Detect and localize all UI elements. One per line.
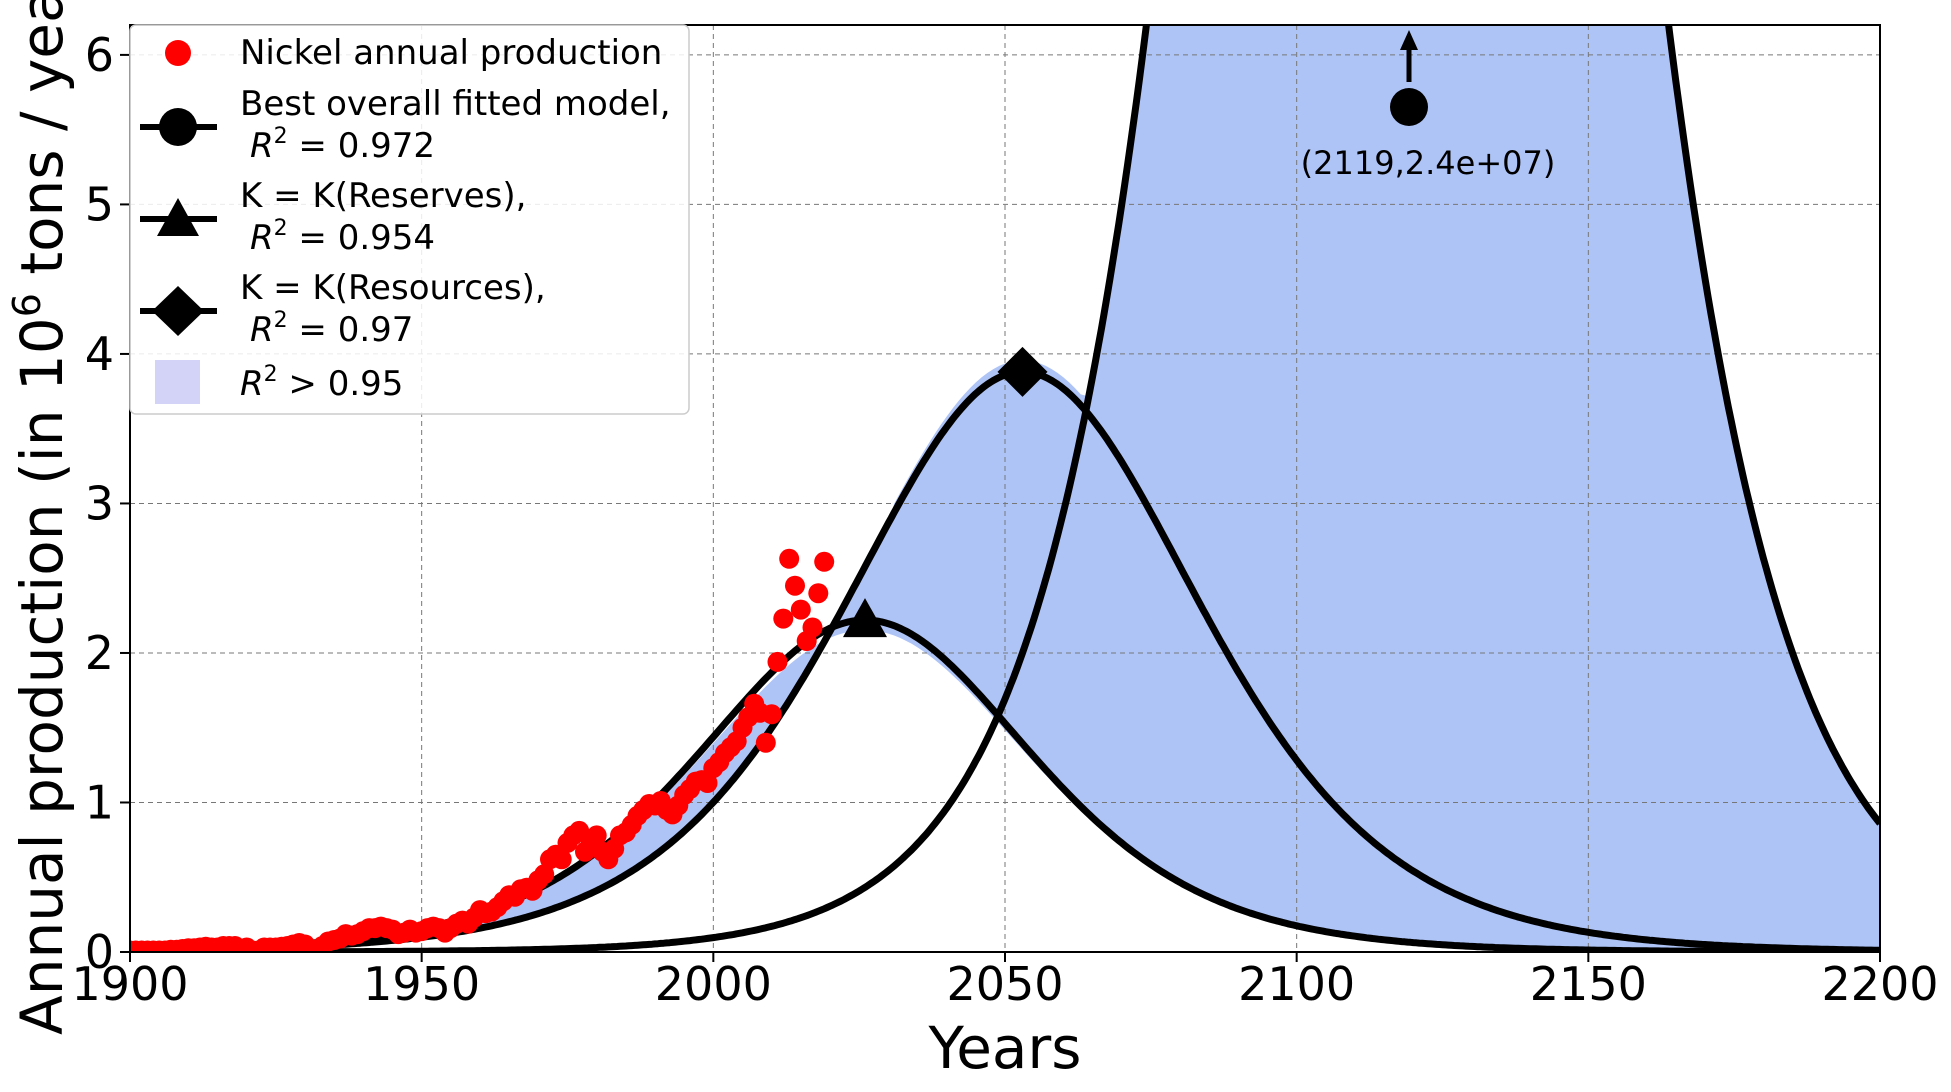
legend-marker-resources [152, 286, 204, 336]
x-tick-label: 2100 [1238, 957, 1355, 1011]
x-tick-label: 2050 [946, 957, 1063, 1011]
annotation-peak-marker [1390, 88, 1428, 126]
peak-marker-reserves [843, 598, 887, 638]
x-axis-title: Years [927, 1014, 1081, 1082]
y-tick-label: 0 [85, 925, 114, 979]
data-point-production [814, 551, 835, 572]
y-axis-title: Annual production (in 106 tons / year) [5, 0, 76, 1035]
y-tick-label: 5 [85, 177, 114, 231]
data-point-production [761, 704, 782, 725]
x-tick-label: 2200 [1821, 957, 1938, 1011]
legend-box [129, 24, 690, 415]
legend-r2-reserves: R2 = 0.954 [250, 216, 435, 258]
y-tick-label: 6 [85, 28, 114, 82]
data-point-production [767, 651, 788, 672]
y-tick-label: 3 [85, 476, 114, 530]
legend-label-band: R2 > 0.95 [240, 362, 403, 404]
data-point-production [773, 608, 794, 629]
peak-marker-resources [997, 346, 1048, 397]
data-point-production [779, 548, 800, 569]
legend-label-resources: K = K(Resources), [240, 268, 546, 308]
data-point-production [534, 864, 555, 885]
legend-label-production: Nickel annual production [240, 33, 662, 73]
data-point-production [551, 849, 572, 870]
peak-annotation: (2119,2.4e+07) [1301, 30, 1556, 182]
annotation-label: (2119,2.4e+07) [1301, 144, 1556, 182]
x-tick-label: 1900 [71, 957, 188, 1011]
peak-marker-layer [843, 346, 1048, 638]
scatter-layer [130, 548, 835, 952]
legend-r2-resources: R2 = 0.97 [250, 308, 413, 350]
data-point-production [808, 583, 829, 604]
data-point-production [790, 599, 811, 620]
data-point-production [586, 825, 607, 846]
axis-ticks: 1900 1950 2000 2050 2100 2150 2200 0 1 2 3 4 5 6 [71, 28, 1938, 1011]
legend-r2-best: R2 = 0.972 [250, 124, 435, 166]
x-tick-label: 2000 [655, 957, 772, 1011]
legend-swatch-band [155, 360, 200, 404]
legend: Nickel annual production Best overall fi… [129, 24, 690, 415]
annotation-arrow-head [1400, 30, 1418, 50]
y-tick-label: 1 [85, 775, 114, 829]
legend-marker-production [165, 40, 191, 66]
data-point-production [785, 575, 805, 596]
x-tick-label: 2150 [1530, 957, 1647, 1011]
x-tick-label: 1950 [363, 957, 480, 1011]
data-point-production [755, 732, 776, 753]
y-tick-label: 2 [85, 626, 114, 680]
legend-label-reserves: K = K(Reserves), [240, 176, 526, 216]
legend-marker-reserves [157, 198, 199, 236]
y-tick-label: 4 [85, 327, 114, 381]
legend-label-best: Best overall fitted model, [240, 84, 671, 124]
data-point-production [802, 617, 823, 638]
legend-marker-best [159, 108, 197, 146]
